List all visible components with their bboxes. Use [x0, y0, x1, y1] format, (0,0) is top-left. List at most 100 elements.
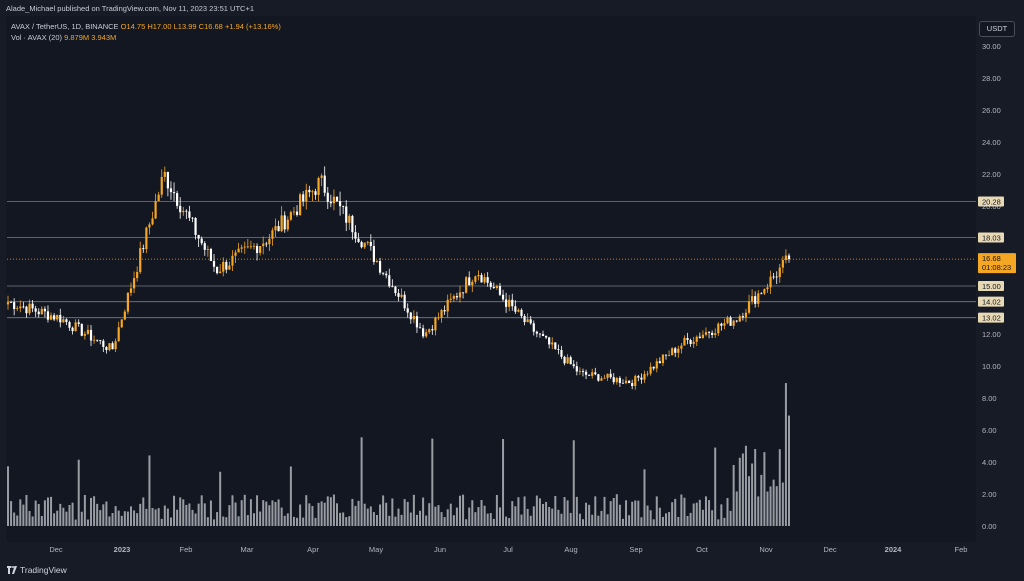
candle-body	[188, 211, 191, 218]
level-badge[interactable]	[978, 296, 1004, 307]
chart-panel[interactable]	[6, 16, 976, 542]
candle-body	[557, 349, 560, 350]
volume-bar	[388, 515, 391, 526]
candle-body	[360, 242, 363, 248]
volume-bar	[468, 507, 471, 526]
candle-body	[492, 286, 495, 288]
candle-body	[412, 316, 415, 320]
currency-button[interactable]: USDT	[979, 21, 1015, 37]
volume-bar	[686, 515, 689, 526]
candle-body	[621, 382, 625, 384]
candle-body	[209, 248, 213, 261]
volume-legend[interactable]: Vol · AVAX (20) 9.879M 3.943M	[11, 33, 116, 42]
volume-bar	[271, 500, 274, 526]
candle-body	[769, 276, 772, 288]
candle-body	[212, 260, 216, 267]
volume-bar	[474, 512, 477, 526]
candle-body	[308, 189, 311, 193]
x-tick-label: Feb	[955, 545, 968, 554]
candle-body	[606, 373, 609, 378]
volume-bar	[111, 513, 114, 526]
volume-bar	[711, 510, 714, 526]
symbol-name[interactable]: AVAX / TetherUS, 1D, BINANCE	[11, 22, 119, 31]
candle-body	[68, 322, 71, 328]
volume-bar	[391, 498, 394, 526]
candle-body	[191, 217, 194, 219]
candle-body	[277, 226, 280, 232]
candle-body	[305, 189, 308, 202]
volume-bar	[151, 507, 154, 526]
candle-body	[646, 373, 649, 375]
candle-body	[732, 320, 735, 326]
candle-body	[480, 274, 483, 283]
volume-bar	[545, 501, 548, 526]
candle-body	[526, 319, 529, 323]
volume-bar	[206, 517, 209, 526]
volume-bar	[96, 503, 99, 526]
volume-bar	[302, 517, 305, 526]
candle-body	[391, 286, 394, 288]
x-tick-label: Dec	[49, 545, 63, 554]
volume-bar	[618, 504, 621, 526]
candle-body	[692, 341, 695, 345]
x-tick-label: Aug	[564, 545, 577, 554]
level-badge[interactable]	[978, 196, 1004, 207]
level-badge[interactable]	[978, 232, 1004, 243]
volume-bar	[31, 516, 34, 526]
candle-body	[388, 275, 391, 287]
x-tick-label: 2023	[114, 545, 131, 554]
candle-body	[59, 314, 62, 323]
volume-bar	[741, 453, 744, 526]
level-badge[interactable]	[978, 281, 1004, 291]
candle-body	[400, 294, 403, 297]
candle-body	[323, 175, 326, 193]
candle-body	[726, 317, 729, 324]
volume-bar	[403, 499, 406, 526]
level-badge[interactable]	[978, 312, 1004, 323]
volume-bar	[173, 495, 176, 526]
ohlc-low: L13.99	[173, 22, 197, 31]
ohlc-close: C16.68	[198, 22, 223, 31]
volume-bar	[108, 516, 111, 526]
volume-bar	[43, 500, 46, 526]
volume-bar	[585, 502, 588, 526]
candle-body	[711, 332, 714, 336]
candle-body	[37, 311, 40, 315]
candle-body	[243, 246, 246, 248]
tradingview-logo-icon[interactable]	[6, 565, 18, 575]
candle-body	[348, 215, 351, 223]
volume-bar	[714, 447, 717, 526]
volume-bar	[677, 516, 680, 526]
volume-bar	[726, 497, 729, 526]
symbol-legend[interactable]: AVAX / TetherUS, 1D, BINANCE O14.75 H17.…	[11, 22, 281, 31]
candle-body	[203, 243, 206, 250]
volume-bar	[462, 494, 465, 526]
candle-body	[588, 374, 591, 376]
candle-body	[366, 241, 369, 243]
candle-body	[443, 310, 446, 312]
candle-body	[714, 333, 717, 336]
volume-bar	[249, 499, 252, 526]
volume-bar	[157, 508, 160, 526]
candle-body	[560, 349, 563, 357]
candle-body	[505, 299, 508, 307]
candle-body	[667, 355, 671, 357]
volume-bar	[443, 517, 446, 526]
x-tick-label: Sep	[629, 545, 642, 554]
volume-bar	[643, 469, 646, 526]
candle-body	[781, 260, 784, 268]
candle-body	[320, 175, 323, 178]
candle-body	[111, 343, 114, 350]
candle-body	[385, 273, 388, 276]
candle-body	[394, 286, 397, 294]
volume-label[interactable]: Vol · AVAX (20)	[11, 33, 62, 42]
volume-bar	[203, 503, 206, 526]
volume-bar	[160, 518, 163, 526]
volume-bar	[379, 504, 382, 526]
candle-body	[578, 370, 582, 372]
y-tick-label: 30.00	[982, 42, 1001, 51]
candle-body	[231, 255, 234, 266]
brand-label[interactable]: TradingView	[20, 565, 67, 575]
